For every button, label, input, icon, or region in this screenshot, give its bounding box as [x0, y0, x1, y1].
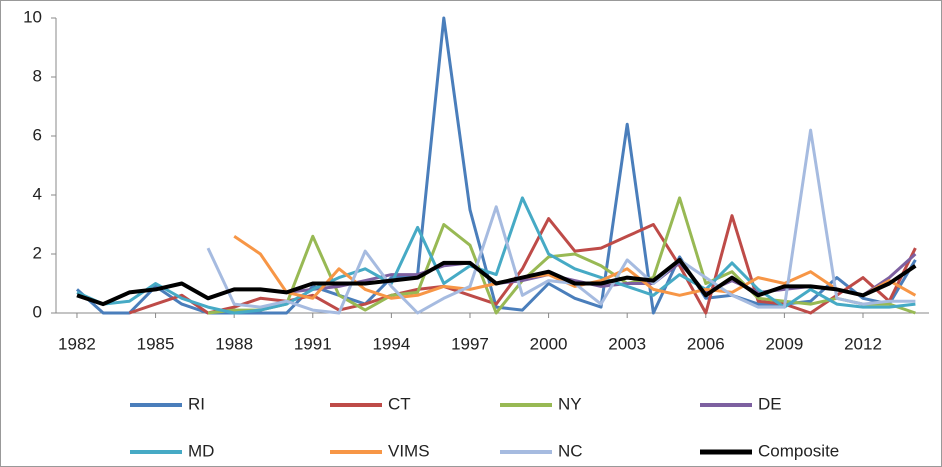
x-tick-label: 2006 [687, 334, 725, 353]
y-tick-label: 2 [33, 243, 42, 262]
legend-label: RI [188, 394, 205, 413]
y-tick-label: 6 [33, 125, 42, 144]
legend-label: NC [558, 441, 583, 460]
y-tick-label: 0 [33, 302, 42, 321]
x-tick-label: 1985 [137, 334, 175, 353]
y-tick-label: 10 [23, 7, 42, 26]
legend-label: CT [388, 394, 411, 413]
y-tick-label: 4 [33, 184, 42, 203]
x-tick-label: 1991 [294, 334, 332, 353]
x-tick-label: 2000 [530, 334, 568, 353]
legend-label: VIMS [388, 441, 430, 460]
legend-label: Composite [758, 441, 839, 460]
series-line [76, 257, 917, 307]
legend-label: NY [558, 394, 582, 413]
x-tick-label: 1982 [58, 334, 96, 353]
legend-label: DE [758, 394, 782, 413]
x-tick-label: 1994 [372, 334, 410, 353]
series-line [206, 128, 916, 315]
x-tick-label: 2012 [844, 334, 882, 353]
series-line [233, 235, 917, 300]
series-line [207, 196, 916, 315]
x-tick-label: 1997 [451, 334, 489, 353]
series-line [76, 196, 916, 315]
x-tick-label: 2009 [765, 334, 803, 353]
y-tick-label: 8 [33, 66, 42, 85]
legend-label: MD [188, 441, 214, 460]
x-tick-label: 1988 [215, 334, 253, 353]
x-tick-label: 2003 [608, 334, 646, 353]
